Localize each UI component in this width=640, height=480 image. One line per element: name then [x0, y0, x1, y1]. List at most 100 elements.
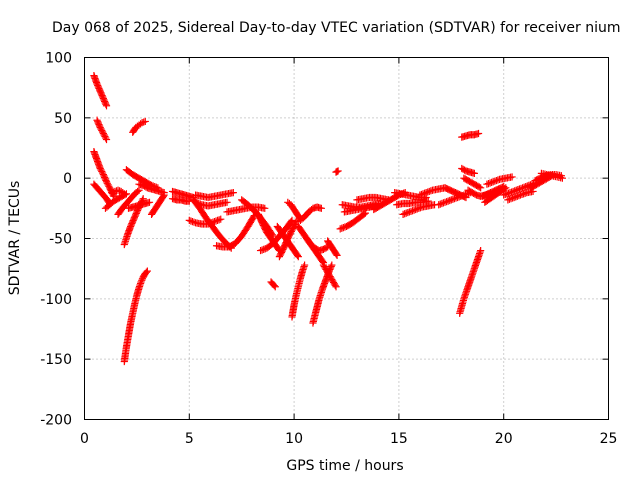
data-point [487, 189, 495, 197]
x-axis-label: GPS time / hours [286, 458, 403, 474]
y-tick-label: -200 [40, 413, 72, 429]
series-arc-58 [504, 187, 537, 204]
series-arc-13 [124, 198, 154, 212]
data-point [292, 218, 300, 226]
data-point [159, 192, 167, 200]
data-point [139, 195, 147, 203]
series-arc-56 [483, 173, 516, 188]
y-axis-tick-labels: -200 -150 -100 -50 0 50 100 [40, 51, 72, 429]
data-point [249, 213, 258, 221]
data-point [223, 198, 231, 206]
y-tick-label: 50 [54, 111, 72, 127]
series-arc-26 [267, 278, 279, 291]
data-point [441, 184, 449, 192]
series-arc-51 [458, 164, 478, 177]
x-tick-label: 0 [80, 431, 89, 447]
data-point [229, 189, 237, 197]
series-arc-16 [168, 195, 193, 205]
data-point [508, 173, 516, 181]
series-arc-02 [93, 116, 111, 144]
data-point [474, 129, 483, 138]
data-point [293, 251, 302, 259]
series-arc-35 [319, 261, 340, 291]
series-arc-10 [129, 117, 149, 136]
data-point [328, 261, 336, 269]
series-arc-14 [147, 191, 168, 218]
x-axis-tick-labels: 0 5 10 15 20 25 [80, 431, 617, 447]
data-point [135, 186, 143, 194]
data-point [459, 192, 467, 200]
data-point [160, 191, 168, 199]
data-point [143, 267, 151, 275]
data-point [535, 175, 543, 183]
data-point [470, 169, 478, 177]
series-arc-55 [481, 184, 510, 206]
data-point [531, 176, 539, 185]
data-point [300, 261, 309, 269]
series-arc-30 [288, 261, 309, 321]
y-tick-label: 100 [45, 51, 72, 67]
series-arc-48 [441, 184, 470, 202]
series-arc-36 [324, 237, 341, 259]
series-arc-46 [416, 184, 449, 199]
data-point [288, 216, 296, 224]
data-point [102, 102, 111, 110]
data-point [142, 268, 150, 276]
data-point [333, 251, 341, 259]
series-arc-21 [212, 211, 258, 251]
data-point [481, 191, 489, 199]
data-point [446, 186, 454, 194]
data-point [332, 283, 340, 291]
data-point [479, 192, 487, 200]
data-point [445, 186, 453, 194]
data-point [271, 283, 279, 291]
data-point [133, 187, 142, 196]
series-arc-38 [336, 209, 369, 233]
data-point [462, 193, 470, 202]
data-point [360, 210, 368, 218]
data-point [444, 185, 452, 193]
series-arc-52 [460, 174, 485, 192]
data-point [536, 174, 544, 182]
series-arc-37 [332, 167, 342, 176]
data-point [453, 189, 461, 197]
data-point [457, 191, 465, 199]
y-tick-label: -100 [40, 292, 72, 308]
grid-lines [84, 57, 609, 420]
data-point [120, 190, 128, 198]
data-point [270, 281, 278, 290]
data-point [477, 246, 485, 255]
data-point [141, 117, 149, 126]
series-arc-07 [114, 186, 143, 218]
data-point [475, 183, 483, 191]
data-point [217, 215, 225, 223]
y-axis-label: SDTVAR / TECUs [7, 181, 23, 296]
series-arc-06 [108, 186, 128, 198]
axis-ticks [84, 57, 609, 420]
data-point [458, 192, 466, 200]
y-tick-label: 0 [63, 171, 72, 187]
series-arc-44 [393, 197, 432, 209]
data-point [455, 190, 464, 199]
series-arc-50 [458, 129, 483, 141]
x-tick-label: 5 [185, 431, 194, 447]
series-arc-09 [120, 267, 151, 366]
data-point [480, 192, 488, 200]
data-point [477, 184, 485, 192]
data-point [471, 190, 479, 198]
data-point [483, 190, 491, 199]
data-point [451, 189, 460, 197]
series-arc-12 [135, 180, 168, 197]
series-arc-61 [537, 169, 566, 182]
series-arc-33 [303, 234, 332, 255]
data-point [449, 187, 457, 196]
data-point [317, 204, 325, 212]
data-point [142, 183, 150, 191]
y-tick-label: -50 [49, 232, 72, 248]
x-tick-label: 10 [285, 431, 303, 447]
data-point [332, 250, 340, 258]
data-point [442, 184, 450, 193]
data-point [261, 204, 269, 212]
